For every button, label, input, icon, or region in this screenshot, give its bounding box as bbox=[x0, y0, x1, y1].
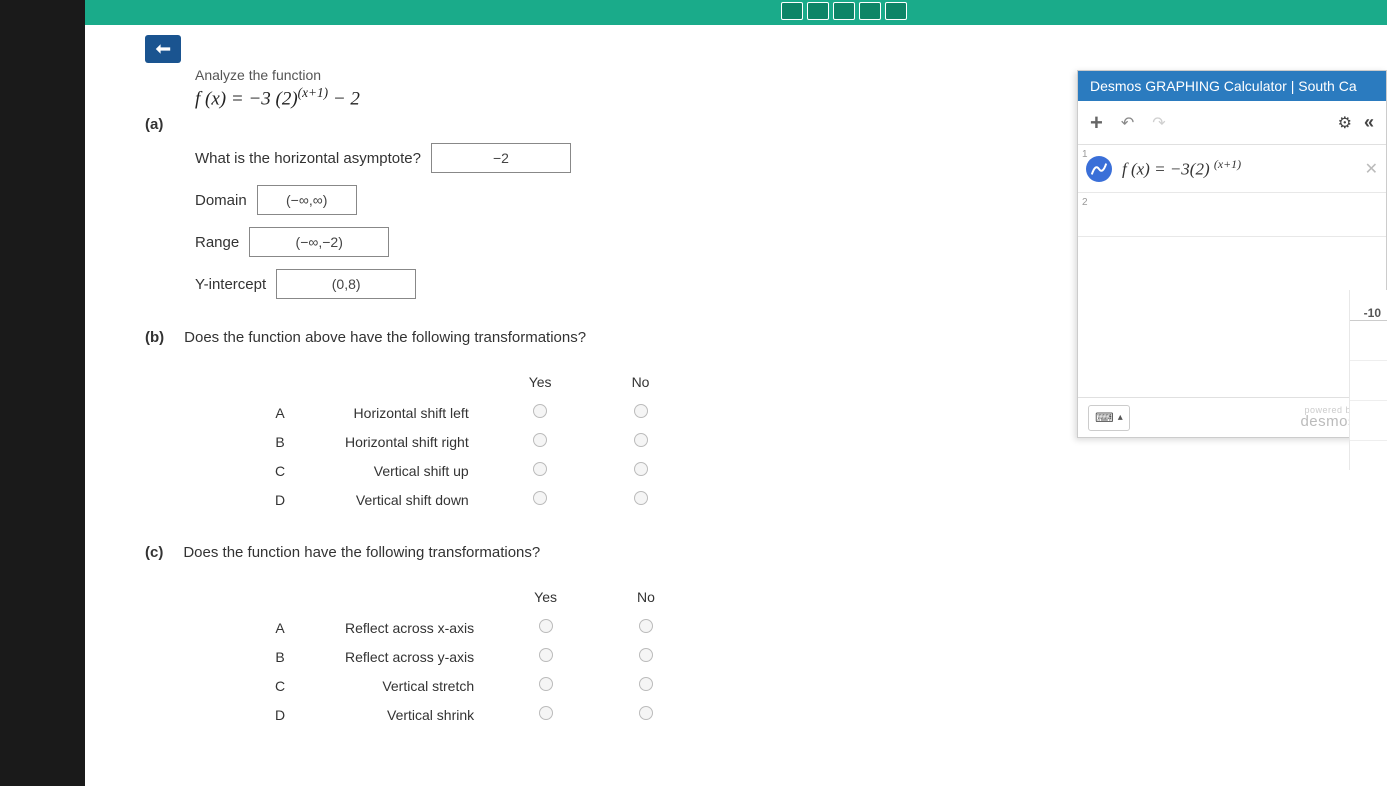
graph-tick-label: -10 bbox=[1364, 306, 1381, 320]
radio-c-d-no[interactable] bbox=[639, 706, 653, 720]
left-dark-strip bbox=[0, 0, 85, 786]
range-label: Range bbox=[195, 234, 239, 251]
part-b-label: (b) bbox=[145, 329, 164, 346]
expression-row-1[interactable]: 1 f (x) = −3(2) (x+1) ✕ bbox=[1078, 145, 1386, 193]
expr-number: 2 bbox=[1082, 197, 1088, 208]
top-green-bar bbox=[85, 0, 1387, 25]
expression-color-icon[interactable] bbox=[1086, 156, 1112, 182]
table-c: Yes No A Reflect across x-axis B Reflect… bbox=[245, 581, 695, 729]
col-no-b: No bbox=[592, 366, 690, 398]
chevron-up-icon: ▴ bbox=[1118, 412, 1123, 423]
yintercept-input[interactable]: (0,8) bbox=[276, 269, 416, 299]
col-yes-b: Yes bbox=[489, 366, 592, 398]
desmos-panel: Desmos GRAPHING Calculator | South Ca + … bbox=[1077, 70, 1387, 438]
table-row: A Reflect across x-axis bbox=[245, 613, 695, 642]
range-input[interactable]: (−∞,−2) bbox=[249, 227, 389, 257]
radio-b-a-no[interactable] bbox=[634, 404, 648, 418]
part-b-text: Does the function above have the followi… bbox=[184, 329, 586, 346]
radio-b-b-no[interactable] bbox=[634, 433, 648, 447]
asymptote-input[interactable]: −2 bbox=[431, 143, 571, 173]
radio-b-c-no[interactable] bbox=[634, 462, 648, 476]
part-c-text: Does the function have the following tra… bbox=[183, 544, 540, 561]
col-no-c: No bbox=[597, 581, 695, 613]
table-row: D Vertical shrink bbox=[245, 700, 695, 729]
graph-sliver: -10 bbox=[1349, 290, 1387, 470]
table-row: A Horizontal shift left bbox=[245, 398, 689, 427]
expression-list: 1 f (x) = −3(2) (x+1) ✕ 2 bbox=[1078, 145, 1386, 397]
desmos-title-bar: Desmos GRAPHING Calculator | South Ca bbox=[1078, 71, 1386, 101]
radio-c-b-no[interactable] bbox=[639, 648, 653, 662]
table-b: Yes No A Horizontal shift left B Horizon… bbox=[245, 366, 689, 514]
radio-b-d-no[interactable] bbox=[634, 491, 648, 505]
radio-c-a-no[interactable] bbox=[639, 619, 653, 633]
expression-row-2[interactable]: 2 bbox=[1078, 193, 1386, 237]
top-icon-5[interactable] bbox=[885, 2, 907, 20]
collapse-button[interactable]: « bbox=[1364, 112, 1374, 133]
radio-c-c-no[interactable] bbox=[639, 677, 653, 691]
part-c-label: (c) bbox=[145, 544, 163, 561]
keyboard-icon: ⌨ bbox=[1095, 410, 1114, 426]
radio-b-c-yes[interactable] bbox=[533, 462, 547, 476]
expression-formula: f (x) = −3(2) (x+1) bbox=[1122, 157, 1359, 180]
question-icon bbox=[145, 35, 181, 63]
radio-c-d-yes[interactable] bbox=[539, 706, 553, 720]
radio-c-c-yes[interactable] bbox=[539, 677, 553, 691]
table-row: D Vertical shift down bbox=[245, 485, 689, 514]
radio-b-a-yes[interactable] bbox=[533, 404, 547, 418]
top-bar-icons bbox=[781, 2, 907, 20]
part-a-label: (a) bbox=[145, 116, 163, 133]
col-yes-c: Yes bbox=[494, 581, 597, 613]
desmos-footer: ⌨ ▴ powered by desmos bbox=[1078, 397, 1386, 437]
radio-b-b-yes[interactable] bbox=[533, 433, 547, 447]
top-icon-4[interactable] bbox=[859, 2, 881, 20]
keyboard-button[interactable]: ⌨ ▴ bbox=[1088, 405, 1130, 431]
yintercept-label: Y-intercept bbox=[195, 276, 266, 293]
undo-button[interactable]: ↶ bbox=[1121, 113, 1134, 133]
delete-expression-icon[interactable]: ✕ bbox=[1365, 159, 1378, 179]
radio-c-b-yes[interactable] bbox=[539, 648, 553, 662]
table-row: B Reflect across y-axis bbox=[245, 642, 695, 671]
add-expression-button[interactable]: + bbox=[1090, 110, 1103, 136]
expr-number: 1 bbox=[1082, 149, 1088, 160]
domain-input[interactable]: (−∞,∞) bbox=[257, 185, 357, 215]
domain-label: Domain bbox=[195, 192, 247, 209]
expression-blank-area[interactable] bbox=[1078, 237, 1386, 397]
radio-b-d-yes[interactable] bbox=[533, 491, 547, 505]
graph-gridline bbox=[1350, 400, 1387, 401]
graph-gridline bbox=[1350, 360, 1387, 361]
top-icon-3[interactable] bbox=[833, 2, 855, 20]
settings-icon[interactable]: ⚙ bbox=[1338, 113, 1352, 133]
graph-gridline bbox=[1350, 440, 1387, 441]
desmos-toolbar: + ↶ ↷ ⚙ « bbox=[1078, 101, 1386, 145]
table-row: B Horizontal shift right bbox=[245, 427, 689, 456]
radio-c-a-yes[interactable] bbox=[539, 619, 553, 633]
table-row: C Vertical stretch bbox=[245, 671, 695, 700]
top-icon-2[interactable] bbox=[807, 2, 829, 20]
asymptote-label: What is the horizontal asymptote? bbox=[195, 150, 421, 167]
top-icon-1[interactable] bbox=[781, 2, 803, 20]
table-row: C Vertical shift up bbox=[245, 456, 689, 485]
graph-gridline bbox=[1350, 320, 1387, 321]
desmos-logo: powered by desmos bbox=[1300, 405, 1356, 430]
redo-button[interactable]: ↷ bbox=[1152, 113, 1165, 133]
